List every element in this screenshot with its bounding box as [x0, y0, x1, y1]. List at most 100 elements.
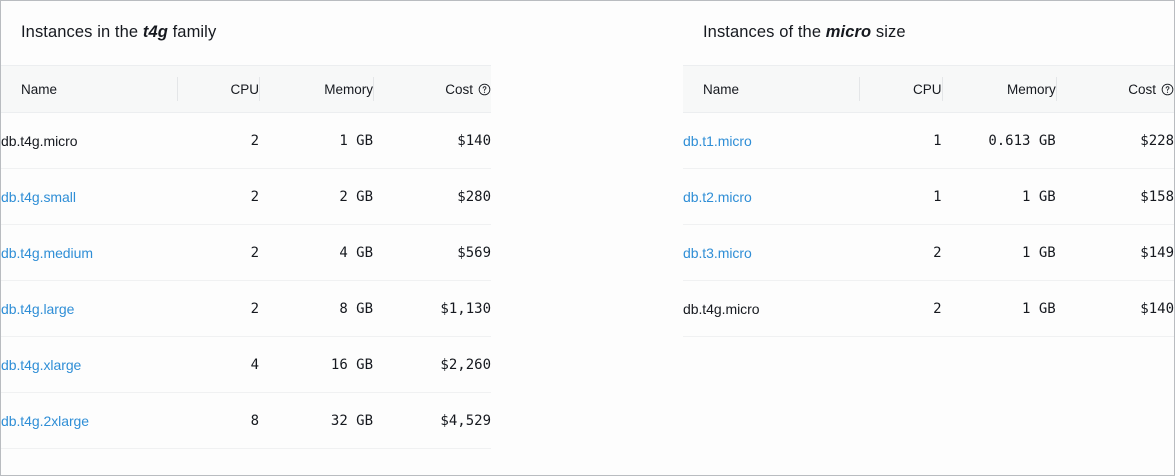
- table-header-row: Name CPU Memory Cost: [683, 65, 1174, 113]
- cell-cpu: 2: [859, 280, 942, 337]
- cell-memory: 0.613 GB: [941, 112, 1056, 169]
- page-title-right: Instances of the micro size: [683, 1, 1174, 43]
- cell-memory: 1 GB: [259, 112, 373, 169]
- cell-instance-name: db.t4g.micro: [683, 280, 860, 337]
- cell-instance-name: db.t4g.small: [1, 168, 177, 225]
- memory-value: 0.613: [988, 132, 1031, 149]
- memory-unit: GB: [356, 188, 373, 205]
- cell-instance-name: db.t4g.micro: [1, 112, 177, 169]
- cell-cost: $158: [1055, 168, 1174, 225]
- panel-t4g-family: Instances in the t4g family Name CPU Mem…: [1, 1, 491, 475]
- table-header-left: Name CPU Memory Cost: [1, 65, 491, 113]
- cell-instance-name: db.t4g.xlarge: [1, 336, 177, 393]
- memory-value: 1: [1022, 188, 1031, 205]
- cell-memory: 8 GB: [259, 280, 373, 337]
- title-suffix-left: family: [167, 23, 217, 41]
- table-row: db.t1.micro 1 0.613 GB $228: [683, 112, 1174, 169]
- cell-cpu: 2: [177, 224, 259, 281]
- instance-name-text: db.t4g.micro: [1, 132, 78, 149]
- cell-cpu: 1: [859, 168, 942, 225]
- instance-name-link[interactable]: db.t4g.xlarge: [1, 356, 82, 373]
- memory-unit: GB: [356, 300, 373, 317]
- instance-name-link[interactable]: db.t3.micro: [683, 244, 752, 261]
- cell-cost: $228: [1055, 112, 1174, 169]
- cell-instance-name: db.t1.micro: [683, 112, 860, 169]
- cell-memory: 1 GB: [941, 224, 1056, 281]
- column-header-name[interactable]: Name: [1, 65, 177, 113]
- cell-cost: $140: [1055, 280, 1174, 337]
- table-row: db.t3.micro 2 1 GB $149: [683, 224, 1174, 281]
- table-body-left: db.t4g.micro 2 1 GB $140 db.t4g.small 2 2 GB $280…: [1, 112, 491, 449]
- cell-cpu: 2: [177, 280, 259, 337]
- page-title-left: Instances in the t4g family: [1, 1, 491, 43]
- table-header-row: Name CPU Memory Cost: [1, 65, 491, 113]
- memory-value: 2: [339, 188, 348, 205]
- cell-memory: 16 GB: [259, 336, 373, 393]
- cell-cpu: 4: [177, 336, 259, 393]
- cell-memory: 2 GB: [259, 168, 373, 225]
- column-header-cost-label: Cost: [445, 81, 473, 97]
- table-row: db.t4g.2xlarge 8 32 GB $4,529: [1, 392, 491, 449]
- column-header-cpu[interactable]: CPU: [177, 65, 259, 113]
- memory-unit: GB: [1038, 244, 1056, 261]
- column-header-memory[interactable]: Memory: [259, 65, 373, 113]
- cell-cpu: 1: [859, 112, 942, 169]
- memory-unit: GB: [356, 244, 373, 261]
- table-row: db.t4g.large 2 8 GB $1,130: [1, 280, 491, 337]
- instance-name-link[interactable]: db.t4g.2xlarge: [1, 412, 90, 429]
- cell-instance-name: db.t4g.medium: [1, 224, 177, 281]
- memory-unit: GB: [356, 132, 373, 149]
- question-circle-icon[interactable]: [478, 83, 491, 96]
- instances-table-right: Name CPU Memory Cost db.t1.micro 1 0.613 GB…: [683, 65, 1174, 337]
- memory-value: 1: [339, 132, 348, 149]
- column-header-memory[interactable]: Memory: [941, 65, 1056, 113]
- panel-micro-size: Instances of the micro size Name CPU Mem…: [683, 1, 1174, 475]
- instance-name-link[interactable]: db.t1.micro: [683, 132, 752, 149]
- memory-unit: GB: [1038, 300, 1056, 317]
- table-row: db.t4g.micro 2 1 GB $140: [1, 112, 491, 169]
- table-header-right: Name CPU Memory Cost: [683, 65, 1174, 113]
- table-row: db.t4g.xlarge 4 16 GB $2,260: [1, 336, 491, 393]
- cell-memory: 1 GB: [941, 280, 1056, 337]
- instance-name-link[interactable]: db.t4g.large: [1, 300, 75, 317]
- table-row: db.t4g.micro 2 1 GB $140: [683, 280, 1174, 337]
- column-header-cost[interactable]: Cost: [1055, 65, 1174, 113]
- memory-value: 16: [330, 356, 348, 373]
- column-header-name[interactable]: Name: [683, 65, 860, 113]
- table-body-right: db.t1.micro 1 0.613 GB $228 db.t2.micro 1 1 GB $1…: [683, 112, 1174, 337]
- title-suffix-right: size: [871, 23, 906, 41]
- cell-cpu: 8: [177, 392, 259, 449]
- memory-value: 4: [339, 244, 348, 261]
- cell-instance-name: db.t2.micro: [683, 168, 860, 225]
- cell-cpu: 2: [177, 168, 259, 225]
- memory-unit: GB: [356, 412, 373, 429]
- memory-unit: GB: [1038, 132, 1056, 149]
- question-circle-icon[interactable]: [1161, 83, 1174, 96]
- cell-memory: 1 GB: [941, 168, 1056, 225]
- instance-name-link[interactable]: db.t4g.medium: [1, 244, 93, 261]
- cell-cpu: 2: [859, 224, 942, 281]
- memory-unit: GB: [356, 356, 373, 373]
- panel-spacer: [491, 1, 683, 475]
- cell-cost: $280: [373, 168, 491, 225]
- cell-instance-name: db.t3.micro: [683, 224, 860, 281]
- cell-memory: 32 GB: [259, 392, 373, 449]
- table-row: db.t2.micro 1 1 GB $158: [683, 168, 1174, 225]
- memory-value: 32: [330, 412, 348, 429]
- table-row: db.t4g.small 2 2 GB $280: [1, 168, 491, 225]
- title-emphasis-right: micro: [825, 23, 872, 41]
- cell-cost: $569: [373, 224, 491, 281]
- column-header-cpu[interactable]: CPU: [859, 65, 942, 113]
- instance-name-text: db.t4g.micro: [683, 300, 760, 317]
- cell-instance-name: db.t4g.large: [1, 280, 177, 337]
- column-header-cost[interactable]: Cost: [373, 65, 491, 113]
- instance-name-link[interactable]: db.t4g.small: [1, 188, 76, 205]
- cell-cost: $149: [1055, 224, 1174, 281]
- instances-table-left: Name CPU Memory Cost db.t4g.micro 2 1 GB $14…: [1, 65, 491, 449]
- cell-cost: $1,130: [373, 280, 491, 337]
- cell-instance-name: db.t4g.2xlarge: [1, 392, 177, 449]
- instance-name-link[interactable]: db.t2.micro: [683, 188, 752, 205]
- cell-cost: $140: [373, 112, 491, 169]
